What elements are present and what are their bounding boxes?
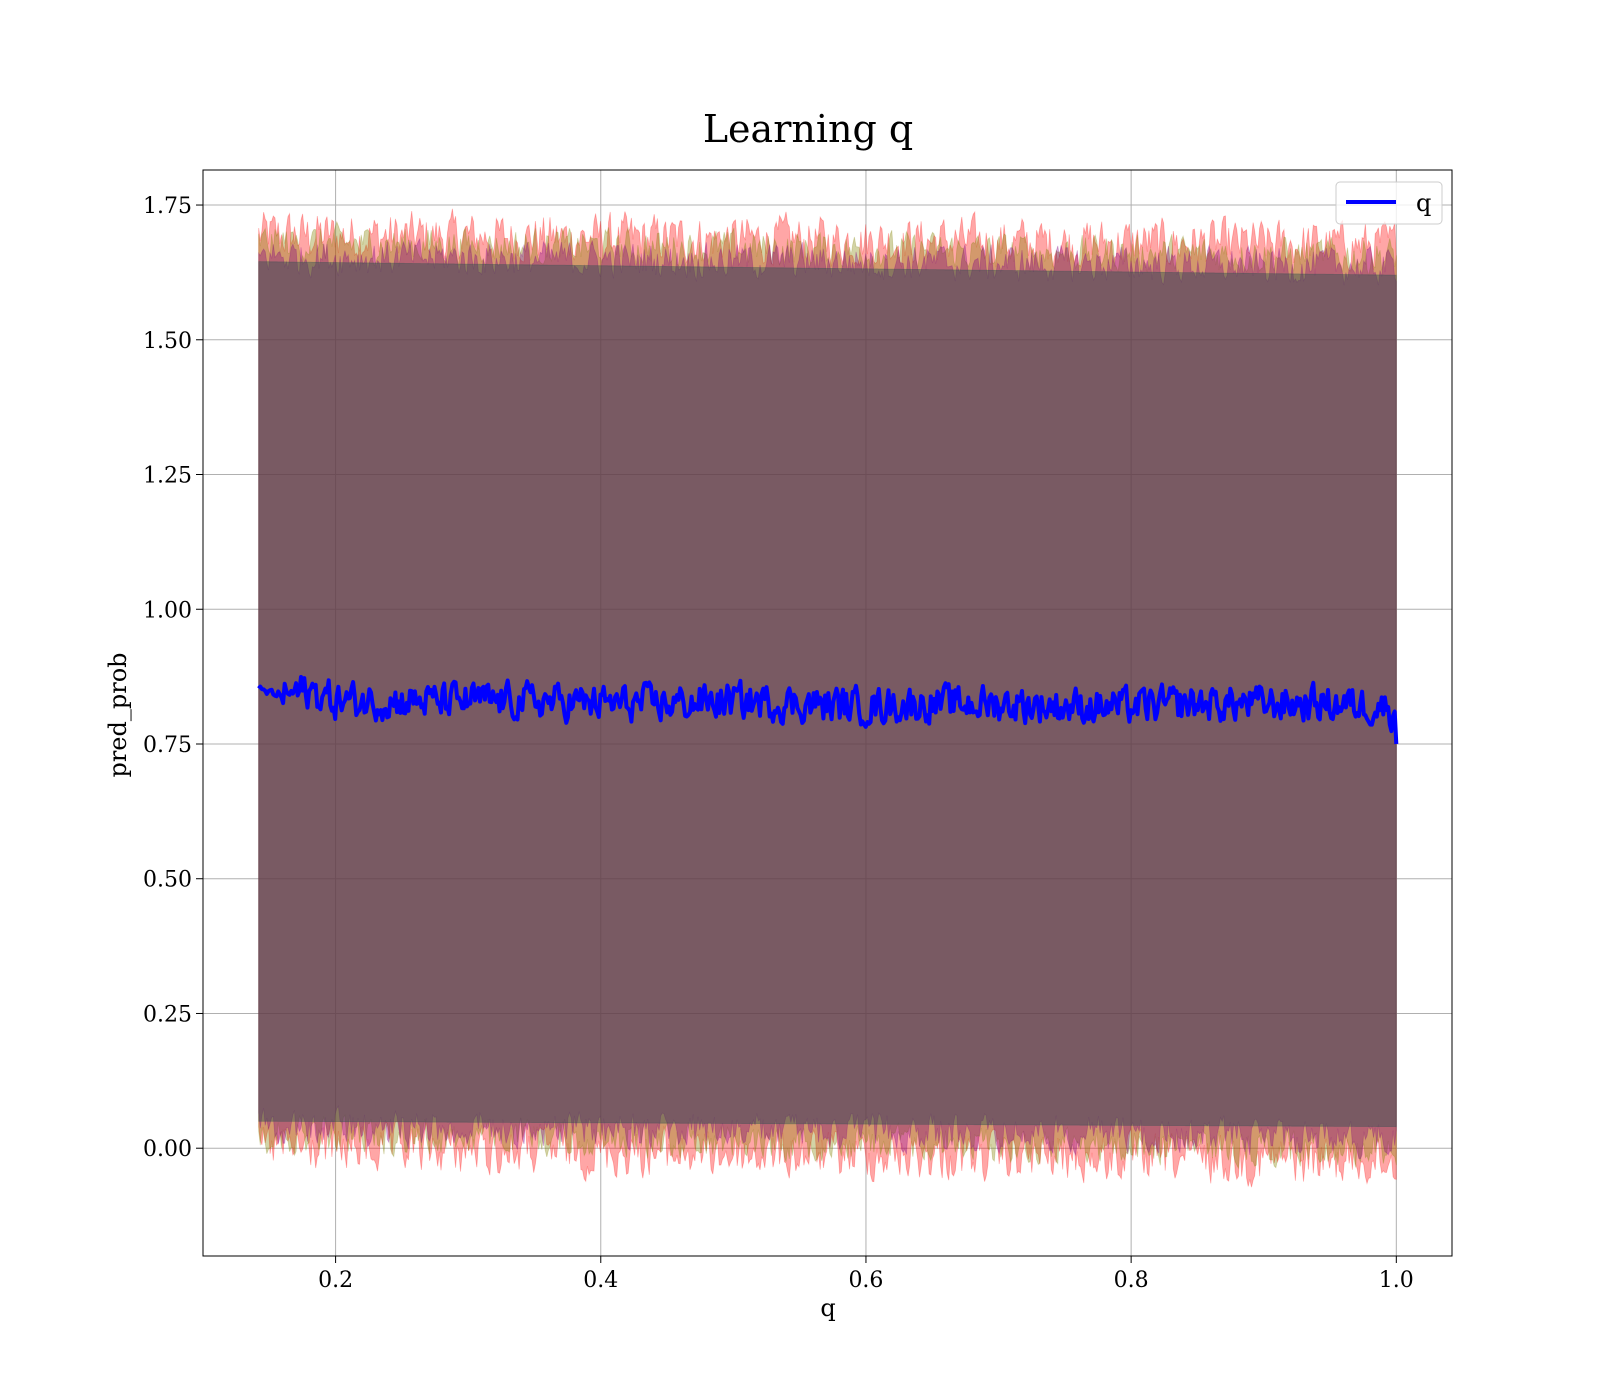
- plot-area: [203, 170, 1452, 1256]
- x-axis-label: q: [820, 1294, 835, 1322]
- y-tick-label-3: 0.75: [143, 733, 192, 758]
- x-axis-ticks: 0.2 0.4 0.6 0.8 1.0: [318, 1256, 1414, 1293]
- y-tick-label-6: 1.50: [143, 329, 192, 354]
- y-tick-label-2: 0.50: [143, 868, 192, 893]
- y-tick-label-5: 1.25: [143, 464, 192, 489]
- legend-label-q: q: [1416, 189, 1431, 217]
- chart-title: Learning q: [703, 107, 913, 151]
- y-tick-label-7: 1.75: [143, 194, 192, 219]
- y-tick-label-1: 0.25: [143, 1002, 192, 1027]
- x-tick-label-3: 0.8: [1114, 1268, 1149, 1293]
- x-tick-label-0: 0.2: [318, 1268, 353, 1293]
- y-tick-label-0: 0.00: [143, 1137, 192, 1162]
- legend: q: [1335, 181, 1443, 225]
- series-lines: [257, 675, 1399, 745]
- y-tick-label-4: 1.00: [143, 598, 192, 623]
- plot-frame: [202, 169, 1453, 1257]
- x-tick-label-4: 1.0: [1379, 1268, 1414, 1293]
- grid: [203, 170, 1452, 1256]
- x-tick-label-1: 0.4: [583, 1268, 618, 1293]
- line-q: [257, 675, 1399, 745]
- y-axis-label: pred_prob: [104, 652, 132, 777]
- y-axis-ticks: 0.00 0.25 0.50 0.75 1.00 1.25 1.50 1.75: [143, 194, 203, 1162]
- x-tick-label-2: 0.6: [848, 1268, 883, 1293]
